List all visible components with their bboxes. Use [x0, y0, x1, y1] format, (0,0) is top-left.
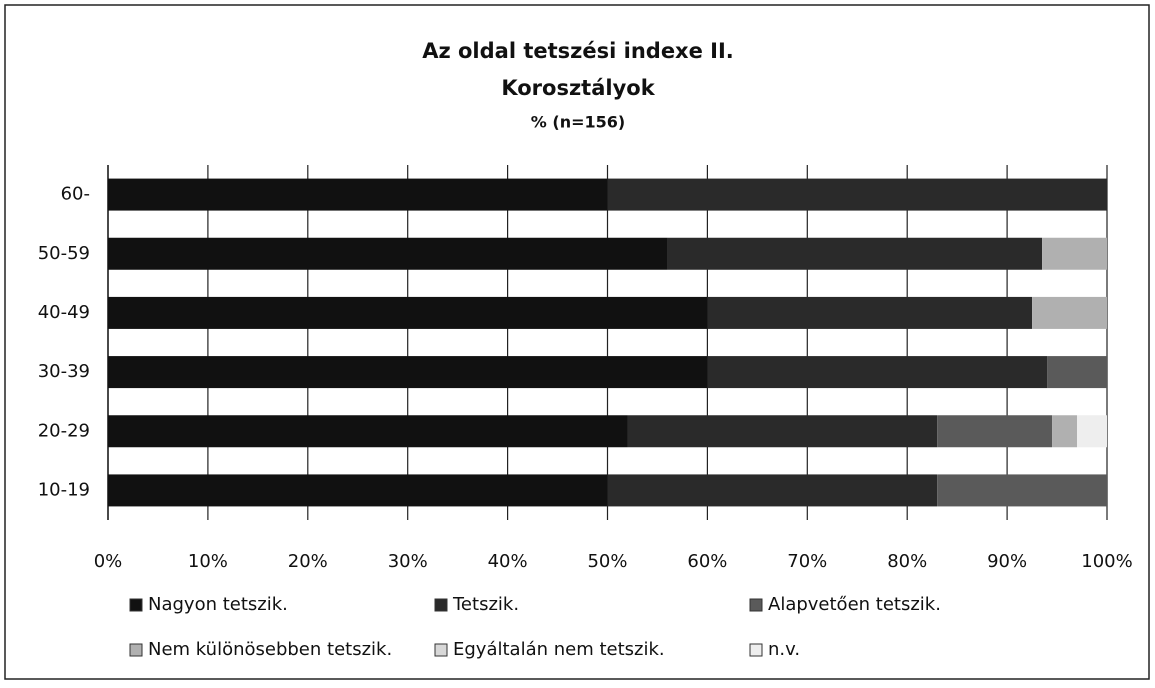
bar-segment: [667, 237, 1043, 270]
y-tick-label: 60-: [61, 184, 90, 205]
legend-label: Egyáltalán nem tetszik.: [453, 639, 665, 660]
x-tick-label: 60%: [687, 551, 727, 572]
bar-segment: [1042, 237, 1107, 270]
legend-swatch: [749, 643, 763, 657]
x-tick-label: 50%: [587, 551, 627, 572]
bar-segment: [108, 296, 708, 329]
bar-segment: [607, 474, 938, 507]
bar-segment: [1032, 296, 1107, 329]
bar-segment: [108, 474, 608, 507]
chart-title: Az oldal tetszési indexe II.: [422, 39, 734, 63]
bar-segment: [707, 296, 1033, 329]
x-tick-label: 80%: [887, 551, 927, 572]
y-tick-label: 30-39: [38, 361, 90, 382]
legend-label: n.v.: [768, 639, 800, 660]
legend-label: Alapvetően tetszik.: [768, 594, 941, 615]
legend-label: Nem különösebben tetszik.: [148, 639, 392, 660]
x-tick-label: 70%: [787, 551, 827, 572]
x-tick-label: 90%: [987, 551, 1027, 572]
x-tick-label: 100%: [1081, 551, 1132, 572]
bar-segment: [108, 415, 628, 448]
bar-segment: [937, 474, 1107, 507]
x-tick-label: 10%: [188, 551, 228, 572]
legend-swatch: [434, 643, 448, 657]
y-tick-label: 10-19: [38, 479, 90, 500]
x-tick-label: 40%: [488, 551, 528, 572]
x-tick-label: 30%: [388, 551, 428, 572]
bar-segment: [707, 356, 1048, 389]
bar-segment: [607, 178, 1107, 211]
bar-segment: [937, 415, 1053, 448]
bar-segment: [108, 178, 608, 211]
legend-swatch: [749, 598, 763, 612]
bar-segment: [1047, 356, 1107, 389]
bar-segment: [1077, 415, 1107, 448]
legend-label: Nagyon tetszik.: [148, 594, 288, 615]
legend-swatch: [129, 598, 143, 612]
bar-segment: [108, 356, 708, 389]
legend-label: Tetszik.: [452, 594, 519, 615]
legend-swatch: [434, 598, 448, 612]
y-tick-label: 20-29: [38, 420, 90, 441]
y-tick-label: 50-59: [38, 243, 90, 264]
x-tick-label: 20%: [288, 551, 328, 572]
x-tick-label: 0%: [94, 551, 123, 572]
bar-segment: [1052, 415, 1078, 448]
chart-border: [4, 4, 1150, 680]
bar-segment: [627, 415, 938, 448]
bar-segment: [108, 237, 668, 270]
chart-note: % (n=156): [531, 113, 625, 132]
chart-subtitle: Korosztályok: [501, 76, 655, 100]
y-tick-label: 40-49: [38, 302, 90, 323]
legend-swatch: [129, 643, 143, 657]
